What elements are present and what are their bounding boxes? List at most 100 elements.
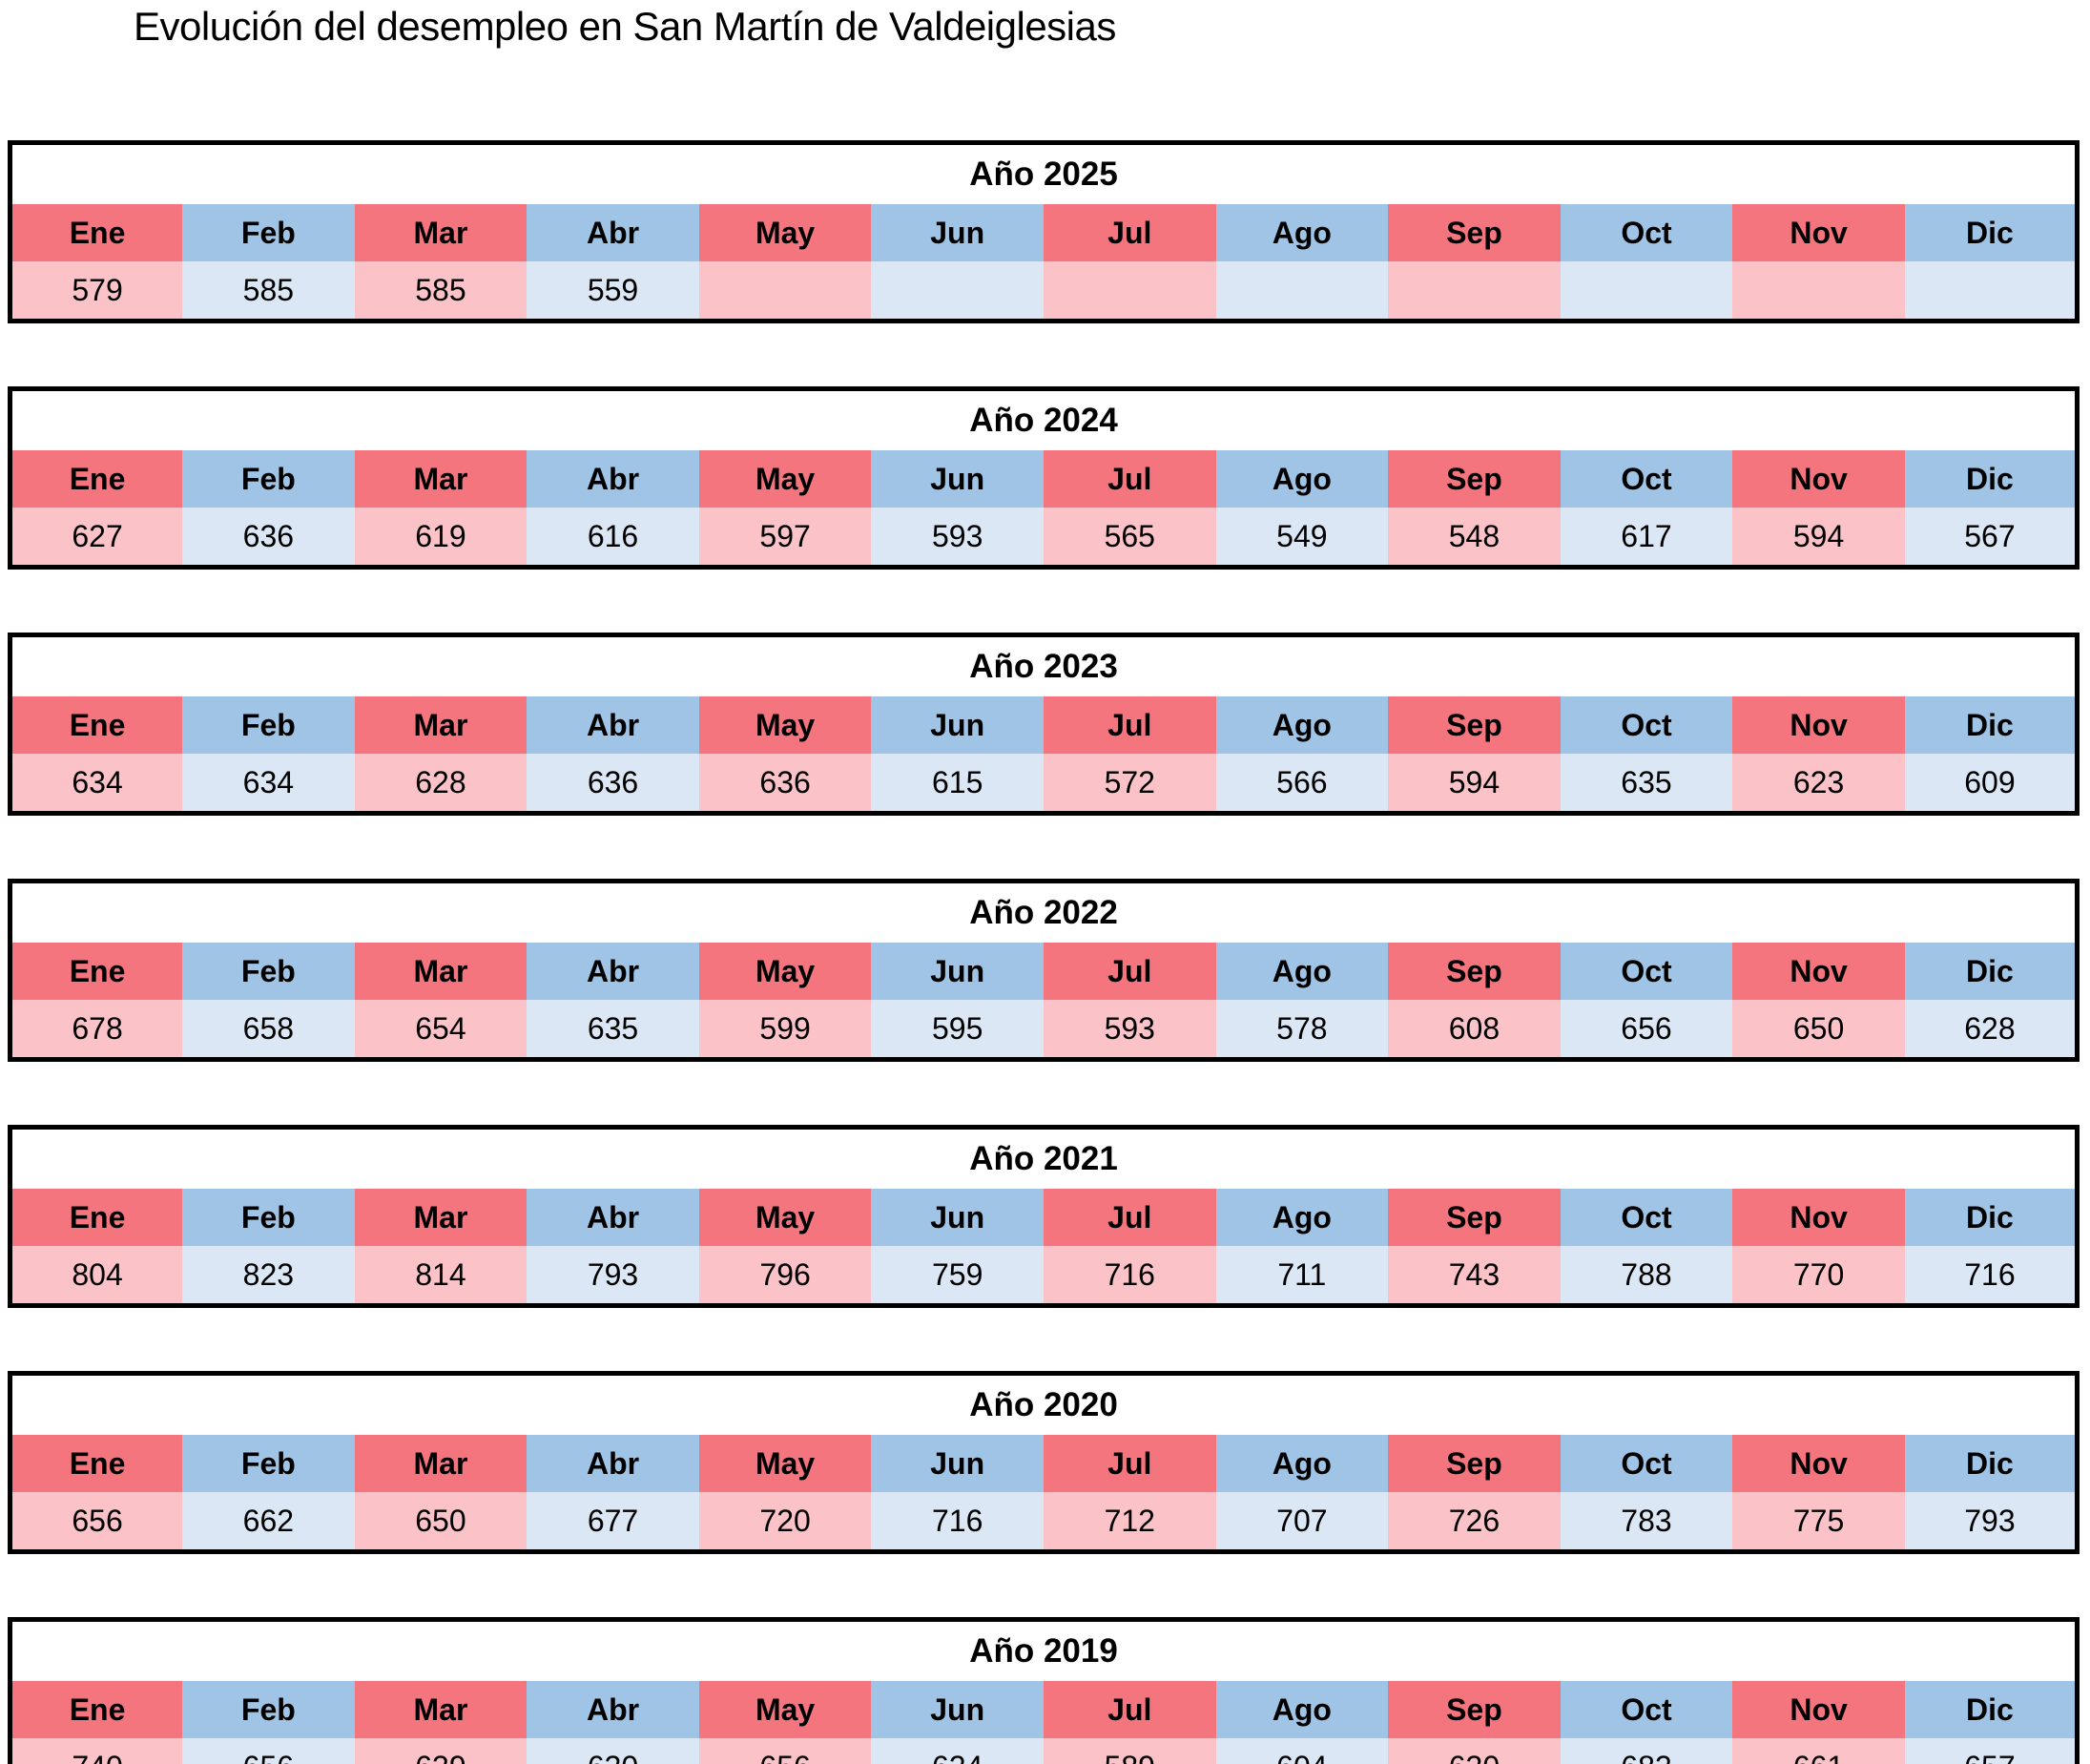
value-2021-jul: 716 [1043,1246,1216,1306]
month-header-mar-2024: Mar [354,450,528,508]
value-2019-mar: 639 [354,1738,528,1764]
value-2020-jun: 716 [871,1492,1044,1552]
month-header-row: Ene Feb Mar Abr May Jun Jul Ago Sep Oct Nov Dic [10,1189,2078,1246]
value-2022-oct: 656 [1560,1000,1733,1060]
value-2021-oct: 788 [1560,1246,1733,1306]
value-2019-sep: 630 [1388,1738,1561,1764]
month-header-row: Ene Feb Mar Abr May Jun Jul Ago Sep Oct Nov Dic [10,696,2078,754]
month-header-sep-2020: Sep [1388,1435,1561,1492]
month-header-abr-2022: Abr [527,943,699,1000]
value-2024-oct: 617 [1560,508,1733,568]
value-2019-dic: 657 [1904,1738,2078,1764]
value-2025-sep [1388,261,1561,322]
value-2020-ago: 707 [1215,1492,1389,1552]
value-2019-nov: 661 [1732,1738,1905,1764]
month-header-jun-2023: Jun [871,696,1044,754]
value-2023-dic: 609 [1904,754,2078,814]
value-2019-feb: 656 [182,1738,355,1764]
month-header-oct-2023: Oct [1560,696,1733,754]
month-header-row: Ene Feb Mar Abr May Jun Jul Ago Sep Oct Nov Dic [10,204,2078,261]
value-2019-jul: 589 [1043,1738,1216,1764]
month-header-jun-2024: Jun [871,450,1044,508]
value-2020-may: 720 [698,1492,872,1552]
month-header-row: Ene Feb Mar Abr May Jun Jul Ago Sep Oct Nov Dic [10,450,2078,508]
month-header-sep-2022: Sep [1388,943,1561,1000]
value-2022-ago: 578 [1215,1000,1389,1060]
month-header-jun-2020: Jun [871,1435,1044,1492]
value-2022-mar: 654 [354,1000,528,1060]
month-header-ago-2022: Ago [1215,943,1389,1000]
value-2024-mar: 619 [354,508,528,568]
values-row: 634 634 628 636 636 615 572 566 594 635 623 609 [10,754,2078,814]
month-header-may-2020: May [698,1435,872,1492]
value-2019-ago: 604 [1215,1738,1389,1764]
month-header-may-2025: May [698,204,872,261]
year-header-row: Año 2023 [10,634,2078,696]
year-label-2024: Año 2024 [10,388,2078,450]
value-2025-may [698,261,872,322]
value-2021-feb: 823 [182,1246,355,1306]
month-header-dic-2024: Dic [1904,450,2078,508]
value-2021-sep: 743 [1388,1246,1561,1306]
month-header-sep-2021: Sep [1388,1189,1561,1246]
year-table-2020: Año 2020 Ene Feb Mar Abr May Jun Jul Ago Sep Oct No… [8,1371,2080,1554]
value-2021-jun: 759 [871,1246,1044,1306]
year-tables: Año 2025 Ene Feb Mar Abr May Jun Jul Ago Sep Oct No… [8,140,2080,1764]
month-header-jun-2021: Jun [871,1189,1044,1246]
value-2022-dic: 628 [1904,1000,2078,1060]
month-header-may-2023: May [698,696,872,754]
month-header-ago-2019: Ago [1215,1681,1389,1738]
month-header-ene-2019: Ene [10,1681,183,1738]
month-header-oct-2024: Oct [1560,450,1733,508]
value-2025-dic [1904,261,2078,322]
month-header-sep-2024: Sep [1388,450,1561,508]
month-header-jun-2022: Jun [871,943,1044,1000]
value-2020-dic: 793 [1904,1492,2078,1552]
month-header-ene-2025: Ene [10,204,183,261]
year-table-2024: Año 2024 Ene Feb Mar Abr May Jun Jul Ago Sep Oct No… [8,386,2080,570]
month-header-sep-2019: Sep [1388,1681,1561,1738]
values-row: 804 823 814 793 796 759 716 711 743 788 770 716 [10,1246,2078,1306]
value-2022-sep: 608 [1388,1000,1561,1060]
value-2023-may: 636 [698,754,872,814]
month-header-mar-2021: Mar [354,1189,528,1246]
value-2025-abr: 559 [527,261,699,322]
value-2023-sep: 594 [1388,754,1561,814]
month-header-oct-2022: Oct [1560,943,1733,1000]
month-header-nov-2022: Nov [1732,943,1905,1000]
value-2022-may: 599 [698,1000,872,1060]
value-2020-nov: 775 [1732,1492,1905,1552]
value-2021-ene: 804 [10,1246,183,1306]
value-2024-jun: 593 [871,508,1044,568]
month-header-abr-2024: Abr [527,450,699,508]
year-table-2021: Año 2021 Ene Feb Mar Abr May Jun Jul Ago Sep Oct No… [8,1125,2080,1308]
value-2025-mar: 585 [354,261,528,322]
value-2020-sep: 726 [1388,1492,1561,1552]
value-2023-mar: 628 [354,754,528,814]
value-2025-jun [871,261,1044,322]
value-2021-ago: 711 [1215,1246,1389,1306]
month-header-feb-2021: Feb [182,1189,355,1246]
value-2020-oct: 783 [1560,1492,1733,1552]
value-2024-may: 597 [698,508,872,568]
value-2024-abr: 616 [527,508,699,568]
month-header-feb-2022: Feb [182,943,355,1000]
value-2024-feb: 636 [182,508,355,568]
value-2020-abr: 677 [527,1492,699,1552]
month-header-ago-2021: Ago [1215,1189,1389,1246]
value-2022-abr: 635 [527,1000,699,1060]
month-header-abr-2019: Abr [527,1681,699,1738]
value-2024-dic: 567 [1904,508,2078,568]
value-2020-feb: 662 [182,1492,355,1552]
month-header-feb-2020: Feb [182,1435,355,1492]
value-2019-abr: 630 [527,1738,699,1764]
year-label-2020: Año 2020 [10,1373,2078,1435]
month-header-oct-2020: Oct [1560,1435,1733,1492]
value-2022-jul: 593 [1043,1000,1216,1060]
month-header-ene-2022: Ene [10,943,183,1000]
month-header-ene-2021: Ene [10,1189,183,1246]
month-header-abr-2021: Abr [527,1189,699,1246]
value-2022-ene: 678 [10,1000,183,1060]
value-2023-nov: 623 [1732,754,1905,814]
